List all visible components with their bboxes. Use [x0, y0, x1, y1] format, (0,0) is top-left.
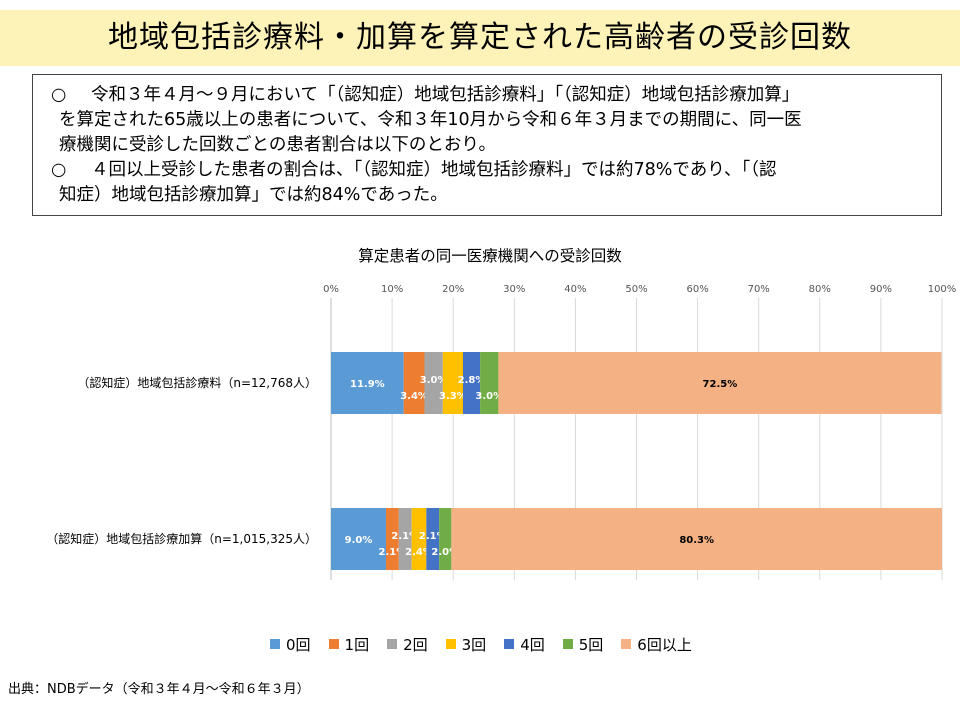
page-title: 地域包括診療料・加算を算定された高齢者の受診回数 — [108, 20, 852, 55]
x-tick-label: 0% — [323, 284, 339, 295]
bullet-marker: ○ — [51, 160, 67, 180]
data-label: 80.3% — [679, 535, 714, 546]
legend-swatch — [270, 639, 280, 649]
legend-item: 2回 — [387, 634, 428, 655]
legend-label: 1回 — [344, 635, 370, 654]
bar-segment — [403, 352, 425, 414]
data-label: 2.0% — [431, 547, 459, 558]
data-label: 2.4% — [405, 547, 433, 558]
title-band — [0, 10, 960, 66]
data-label: 72.5% — [703, 379, 738, 390]
data-label: 3.0% — [475, 391, 503, 402]
x-tick-label: 40% — [564, 284, 586, 295]
legend-item: 0回 — [270, 634, 311, 655]
bar-segment — [462, 352, 481, 414]
summary-item-1-line-2: を算定された65歳以上の患者について、令和３年10月から令和６年３月までの期間に… — [59, 110, 802, 130]
legend-item: 4回 — [504, 634, 545, 655]
data-label: 11.9% — [350, 379, 385, 390]
bar-segment — [398, 508, 412, 570]
bar-segment — [331, 352, 404, 414]
legend-label: 2回 — [403, 635, 428, 654]
bar-segment — [331, 508, 386, 570]
x-tick-label: 70% — [748, 284, 770, 295]
source-note: 出典：NDBデータ（令和３年４月～令和６年３月） — [8, 682, 310, 697]
summary-item-1: ○ 令和３年４月～９月において「（認知症）地域包括診療料」「（認知症）地域包括診… — [51, 83, 927, 108]
x-tick-label: 50% — [625, 284, 647, 295]
category-label: （認知症）地域包括診療料（n=12,768人） — [77, 375, 317, 390]
legend-label: 0回 — [286, 635, 311, 654]
bar-segment — [385, 508, 399, 570]
data-label: 3.3% — [439, 391, 467, 402]
x-tick-label: 80% — [809, 284, 831, 295]
summary-item-2-line-1: ４回以上受診した患者の割合は、「（認知症）地域包括診療料」では約78%であり、「… — [91, 160, 777, 180]
summary-item-1-line-1: 令和３年４月～９月において「（認知症）地域包括診療料」「（認知症）地域包括診療加… — [91, 85, 800, 105]
data-label: 3.0% — [420, 375, 448, 386]
bar-segment — [411, 508, 427, 570]
bar-segment — [424, 352, 443, 414]
legend-label: 4回 — [520, 635, 545, 654]
data-label: 2.1% — [379, 547, 407, 558]
bar-segment — [498, 352, 942, 414]
legend-swatch — [387, 639, 398, 649]
x-tick-label: 90% — [870, 284, 892, 295]
data-label: 9.0% — [345, 535, 373, 546]
legend-swatch — [445, 639, 456, 649]
legend-item: 1回 — [328, 634, 370, 655]
legend-item: 5回 — [562, 634, 604, 655]
legend-label: 5回 — [578, 635, 604, 654]
x-tick-label: 100% — [928, 284, 957, 295]
bullet-marker: ○ — [51, 85, 67, 105]
data-label: 2.1% — [419, 531, 447, 542]
summary-item-1-line-3: 療機関に受診した回数ごとの患者割合は以下のとおり。 — [59, 135, 496, 155]
legend-swatch — [562, 639, 573, 649]
data-label: 2.1% — [391, 531, 419, 542]
x-tick-label: 60% — [686, 284, 708, 295]
chart-legend: 0回 1回 2回 3回 4回 5回 6回以上 — [270, 634, 790, 654]
legend-swatch — [621, 639, 632, 649]
bar-segment — [451, 508, 942, 570]
legend-item: 6回以上 — [621, 634, 692, 655]
data-label: 3.4% — [400, 391, 428, 402]
x-tick-label: 20% — [442, 284, 464, 295]
x-tick-label: 30% — [503, 284, 525, 295]
legend-swatch — [328, 639, 339, 649]
bar-segment — [439, 508, 452, 570]
summary-item-2-line-2: 知症）地域包括診療加算」では約84%であった。 — [59, 185, 448, 205]
legend-swatch — [504, 639, 515, 649]
bar-segment — [426, 508, 440, 570]
summary-box: ○ 令和３年４月～９月において「（認知症）地域包括診療料」「（認知症）地域包括診… — [32, 74, 942, 216]
legend-item: 3回 — [445, 634, 487, 655]
bar-segment — [480, 352, 499, 414]
x-tick-label: 10% — [381, 284, 403, 295]
bar-segment — [442, 352, 463, 414]
category-label: （認知症）地域包括診療加算（n=1,015,325人） — [46, 531, 317, 546]
legend-label: 3回 — [461, 635, 487, 654]
chart-title: 算定患者の同一医療機関への受診回数 — [358, 247, 622, 265]
stacked-bar-chart: 0% 10% 20% 30% 40% 50% 60% 70% 80% 90% 100% （認知症）地域… — [46, 284, 957, 580]
data-label: 2.8% — [458, 375, 486, 386]
legend-label: 6回以上 — [637, 635, 692, 654]
summary-item-2: ○ ４回以上受診した患者の割合は、「（認知症）地域包括診療料」では約78%であり… — [51, 158, 927, 183]
